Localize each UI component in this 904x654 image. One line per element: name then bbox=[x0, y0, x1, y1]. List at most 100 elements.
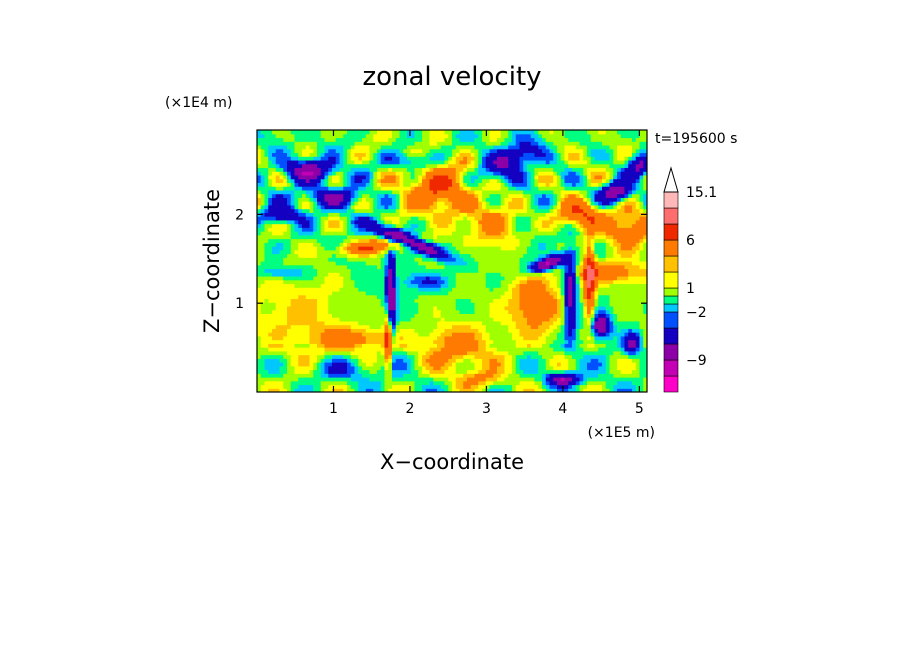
field-cell bbox=[407, 178, 412, 183]
field-cell bbox=[328, 388, 333, 392]
field-cell bbox=[294, 208, 299, 213]
field-cell bbox=[470, 261, 476, 266]
field-cell bbox=[388, 388, 393, 392]
field-cell bbox=[335, 317, 341, 322]
field-cell bbox=[482, 317, 487, 322]
field-cell bbox=[455, 219, 461, 225]
field-cell bbox=[467, 193, 472, 198]
field-cell bbox=[418, 137, 423, 142]
field-cell bbox=[350, 380, 356, 386]
field-cell bbox=[395, 227, 401, 232]
field-cell bbox=[298, 246, 303, 251]
field-cell bbox=[332, 388, 337, 392]
field-cell bbox=[257, 358, 262, 363]
field-cell bbox=[422, 317, 427, 322]
field-cell bbox=[422, 182, 427, 187]
field-cell bbox=[365, 358, 371, 363]
field-cell bbox=[508, 238, 513, 243]
field-cell bbox=[440, 163, 446, 169]
field-cell bbox=[392, 238, 397, 243]
field-cell bbox=[294, 189, 299, 195]
field-cell bbox=[403, 174, 408, 180]
field-cell bbox=[290, 137, 296, 142]
field-cell bbox=[257, 182, 262, 187]
field-cell bbox=[429, 275, 434, 281]
field-cell bbox=[414, 167, 419, 172]
field-cell bbox=[515, 257, 521, 262]
field-cell bbox=[422, 156, 427, 161]
field-cell bbox=[373, 130, 378, 135]
field-cell bbox=[519, 159, 524, 165]
field-cell bbox=[448, 137, 453, 142]
field-cell bbox=[482, 384, 487, 389]
field-cell bbox=[350, 264, 356, 270]
field-cell bbox=[260, 189, 266, 195]
field-cell bbox=[448, 156, 453, 161]
field-cell bbox=[294, 223, 299, 228]
field-cell bbox=[493, 186, 498, 191]
field-cell bbox=[324, 152, 329, 157]
field-cell bbox=[422, 204, 427, 210]
field-cell bbox=[358, 294, 363, 300]
field-cell bbox=[455, 305, 461, 311]
field-cell bbox=[388, 201, 393, 206]
field-cell bbox=[425, 216, 431, 221]
field-cell bbox=[508, 182, 513, 187]
field-cell bbox=[440, 388, 446, 392]
field-cell bbox=[467, 148, 472, 154]
field-cell bbox=[395, 201, 401, 206]
field-cell bbox=[452, 313, 457, 318]
field-cell bbox=[395, 186, 401, 191]
field-cell bbox=[448, 223, 453, 228]
field-cell bbox=[384, 249, 389, 255]
field-cell bbox=[433, 279, 438, 285]
field-cell bbox=[373, 231, 378, 236]
field-cell bbox=[407, 148, 412, 154]
field-cell bbox=[324, 283, 329, 288]
field-cell bbox=[275, 257, 281, 262]
field-cell bbox=[470, 343, 476, 348]
field-cell bbox=[403, 156, 408, 161]
field-cell bbox=[504, 242, 509, 247]
field-cell bbox=[343, 287, 348, 292]
field-cell bbox=[478, 130, 483, 135]
field-cell bbox=[418, 216, 423, 221]
field-cell bbox=[287, 272, 292, 277]
field-cell bbox=[272, 249, 277, 255]
field-cell bbox=[448, 133, 453, 139]
field-cell bbox=[433, 365, 438, 371]
field-cell bbox=[444, 388, 449, 392]
field-cell bbox=[384, 159, 389, 165]
field-cell bbox=[444, 320, 449, 326]
field-cell bbox=[264, 347, 269, 352]
field-cell bbox=[362, 279, 367, 285]
field-cell bbox=[380, 167, 386, 172]
field-cell bbox=[478, 216, 483, 221]
field-cell bbox=[470, 388, 476, 392]
field-cell bbox=[388, 144, 393, 150]
field-cell bbox=[290, 208, 296, 213]
field-cell bbox=[410, 148, 416, 154]
field-cell bbox=[474, 186, 479, 191]
field-cell bbox=[429, 302, 434, 307]
field-cell bbox=[418, 279, 423, 285]
field-cell bbox=[433, 234, 438, 240]
field-cell bbox=[455, 193, 461, 198]
field-cell bbox=[272, 156, 277, 161]
field-cell bbox=[504, 350, 509, 356]
field-cell bbox=[463, 201, 468, 206]
field-cell bbox=[275, 204, 281, 210]
field-cell bbox=[290, 298, 296, 303]
field-cell bbox=[275, 234, 281, 240]
field-cell bbox=[279, 313, 284, 318]
field-cell bbox=[279, 141, 284, 146]
field-cell bbox=[272, 201, 277, 206]
field-cell bbox=[347, 272, 352, 277]
field-cell bbox=[418, 212, 423, 217]
field-cell bbox=[422, 380, 427, 386]
field-cell bbox=[467, 201, 472, 206]
field-cell bbox=[362, 227, 367, 232]
field-cell bbox=[384, 257, 389, 262]
field-cell bbox=[440, 380, 446, 386]
field-cell bbox=[515, 388, 521, 392]
